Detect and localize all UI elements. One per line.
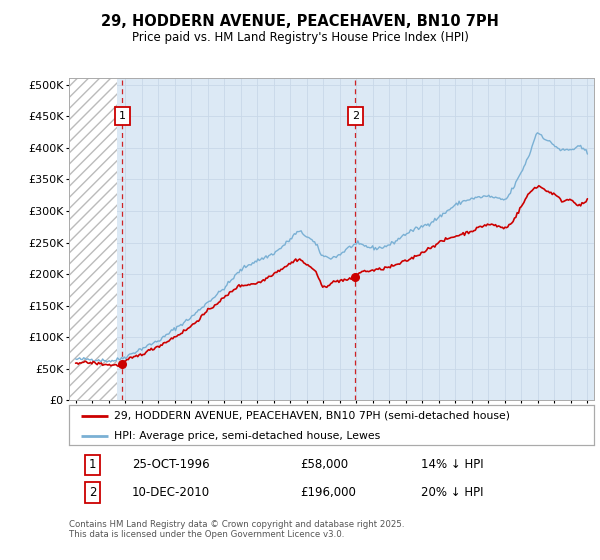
Bar: [117, 78, 594, 400]
Text: 10-DEC-2010: 10-DEC-2010: [132, 486, 210, 499]
Text: 20% ↓ HPI: 20% ↓ HPI: [421, 486, 483, 499]
Text: 29, HODDERN AVENUE, PEACEHAVEN, BN10 7PH (semi-detached house): 29, HODDERN AVENUE, PEACEHAVEN, BN10 7PH…: [113, 411, 509, 421]
Text: 25-OCT-1996: 25-OCT-1996: [132, 458, 209, 472]
Text: 1: 1: [89, 458, 97, 472]
Text: 29, HODDERN AVENUE, PEACEHAVEN, BN10 7PH: 29, HODDERN AVENUE, PEACEHAVEN, BN10 7PH: [101, 14, 499, 29]
Text: 2: 2: [89, 486, 97, 499]
Text: 2: 2: [352, 111, 359, 122]
Bar: [69, 78, 117, 400]
Text: 1: 1: [119, 111, 125, 122]
Text: HPI: Average price, semi-detached house, Lewes: HPI: Average price, semi-detached house,…: [113, 431, 380, 441]
Text: £196,000: £196,000: [300, 486, 356, 499]
Text: 14% ↓ HPI: 14% ↓ HPI: [421, 458, 484, 472]
Text: £58,000: £58,000: [300, 458, 348, 472]
Text: Contains HM Land Registry data © Crown copyright and database right 2025.
This d: Contains HM Land Registry data © Crown c…: [69, 520, 404, 539]
Text: Price paid vs. HM Land Registry's House Price Index (HPI): Price paid vs. HM Land Registry's House …: [131, 31, 469, 44]
